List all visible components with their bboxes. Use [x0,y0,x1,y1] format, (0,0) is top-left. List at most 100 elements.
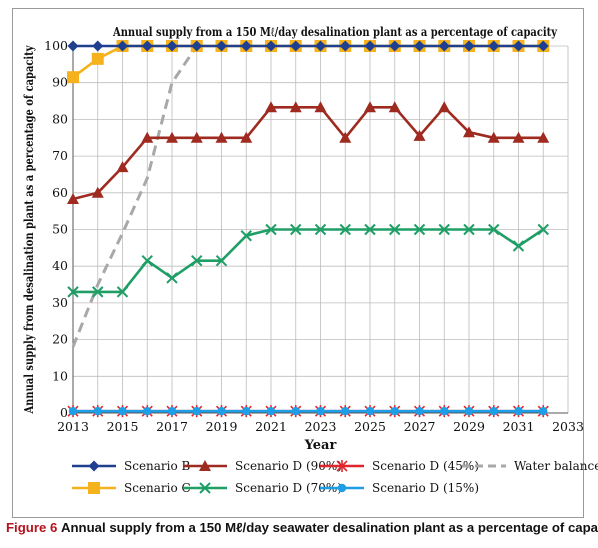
y-tick-label: 0 [60,405,68,420]
data-point [314,101,327,113]
data-point-stroke [512,240,525,252]
data-point [242,406,251,416]
data-point [389,223,401,236]
data-point [141,254,153,267]
legend-label: Scenario D (70%) [235,481,342,495]
series-water-balance [71,45,199,348]
data-point [537,131,550,143]
data-point [414,40,425,52]
data-point [141,40,153,52]
x-tick-label: 2023 [305,419,337,434]
figure-caption: Figure 6 Annual supply from a 150 Mℓ/day… [6,520,598,535]
data-point-stroke [166,272,178,284]
data-point-stroke [265,223,277,236]
data-point-stroke [314,223,327,236]
data-point [191,40,203,52]
data-point [240,230,252,242]
legend-item-scenario-d-45: Scenario D (45%) [320,459,479,473]
x-tick-label: 2021 [255,419,287,434]
data-point-stroke [215,254,228,267]
data-point [390,406,399,416]
data-point [464,406,474,416]
data-point [364,101,376,113]
y-tick-label: 90 [52,75,68,90]
data-point [438,223,450,236]
data-point-stroke [92,286,104,298]
data-point [240,40,252,52]
data-point [191,254,203,267]
legend-swatch-marker [336,460,348,472]
data-point [389,40,401,52]
x-tick-label: 2013 [57,419,89,434]
legend-swatch-marker [199,482,211,494]
data-point [265,40,277,52]
chart-title: Annual supply from a 150 Mℓ/day desalina… [112,24,557,39]
data-point [290,40,302,52]
y-axis-title: Annual supply from desalination plant as… [22,45,36,415]
chart-frame [12,8,584,518]
legend-swatch-marker-stroke [199,482,211,494]
data-point [314,223,327,236]
x-tick-label: 2015 [107,419,139,434]
data-point [116,286,129,298]
legend-label: Scenario D (45%) [372,459,479,473]
data-point [118,406,127,416]
data-point [488,40,500,52]
data-point-stroke [339,223,351,236]
data-point [514,406,523,416]
y-tick-label: 20 [52,332,68,347]
x-tick-label: 2029 [453,419,485,434]
data-point [166,40,178,52]
series-line-water-balance [71,45,199,348]
data-point [339,223,351,236]
data-point [487,131,500,143]
data-point [143,406,152,416]
data-point [438,40,450,52]
data-point [289,101,302,113]
data-point [440,406,449,416]
data-point [167,406,177,416]
data-point [388,101,401,113]
data-point [92,40,104,52]
y-tick-label: 60 [52,185,68,200]
data-point-stroke [191,254,203,267]
y-tick-label: 100 [44,38,68,53]
y-tick-labels: 0 10 20 30 40 50 60 70 80 90 100 [44,38,68,420]
y-tick-label: 50 [52,222,68,237]
data-point [339,40,351,52]
data-point [190,131,203,143]
series-scenario-b [67,40,549,52]
y-tick-label: 30 [52,295,68,310]
series-scenario-d-70 [67,223,549,298]
data-point [537,40,549,52]
data-point [217,406,226,416]
x-tick-label: 2017 [156,419,188,434]
series-line-scenario-d-70 [73,228,545,294]
y-tick-label: 70 [52,148,68,163]
legend-item-scenario-d-15: Scenario D (15%) [320,481,479,495]
y-tick-label: 40 [52,258,68,273]
legend-label: Scenario D (90%) [235,459,342,473]
data-point [68,406,78,416]
data-point [463,40,475,52]
data-point [413,129,426,141]
data-point [291,406,300,416]
data-point [463,223,475,236]
data-point [265,101,277,113]
legend-label: Scenario C [124,481,191,495]
data-point [141,131,154,143]
data-point-stroke [413,223,426,236]
legend: Scenario B Scenario D (90%) Scenario D (45… [72,459,598,495]
x-tick-labels: 2013 2015 2017 2019 2021 2023 2025 2027 2029 2031… [57,419,584,434]
data-point [215,254,228,267]
legend-item-scenario-c: Scenario C [72,481,191,495]
data-point [341,406,350,416]
data-point [93,406,102,416]
series-line-scenario-d-90 [72,106,544,201]
legend-item-scenario-d-70: Scenario D (70%) [183,481,342,495]
data-point [438,101,451,113]
data-point-stroke [364,223,376,236]
data-point [413,223,426,236]
